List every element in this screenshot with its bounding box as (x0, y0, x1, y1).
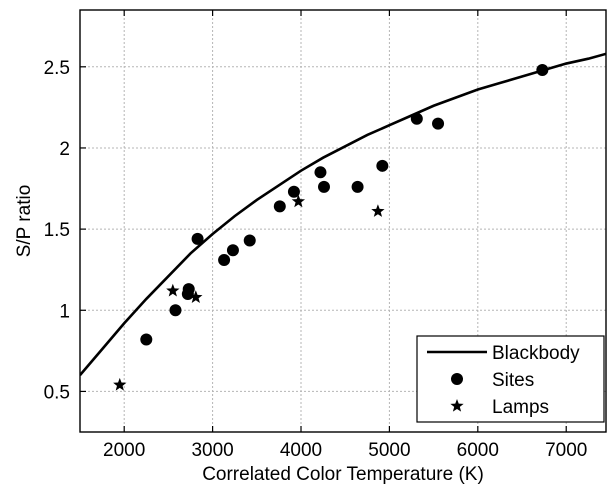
sites-marker (273, 200, 286, 213)
legend-box (416, 335, 605, 423)
legend-star-swatch (450, 399, 464, 412)
sites-marker (317, 180, 330, 193)
y-axis-label: S/P ratio (14, 185, 35, 258)
sites-marker (191, 232, 204, 245)
y-tick-label: 1 (59, 301, 70, 322)
x-tick-label: 2000 (103, 440, 145, 461)
plot-frame (79, 9, 607, 433)
blackbody-curve (80, 52, 606, 377)
y-tick-label: 0.5 (44, 382, 70, 403)
sites-marker (243, 234, 256, 247)
plot-series (80, 52, 606, 391)
y-tick-label: 2.5 (44, 58, 70, 79)
sites-marker (536, 64, 549, 77)
x-tick-label: 4000 (280, 440, 322, 461)
sites-marker (351, 180, 364, 193)
lamps-marker (371, 204, 385, 217)
legend-label: Lamps (492, 397, 549, 418)
lamps-marker (166, 283, 180, 297)
axis-ticks: 2000 3000 4000 5000 6000 7000 0.5 1 1.5 2 2.5 (44, 10, 587, 461)
sites-marker (169, 304, 182, 317)
sites-marker (218, 253, 231, 266)
lamps-marker (291, 194, 306, 208)
legend: Blackbody Sites Lamps (416, 335, 605, 423)
x-tick-label: 3000 (191, 440, 233, 461)
sites-marker (182, 283, 195, 296)
lamps-marker (113, 377, 127, 391)
sites-marker (432, 117, 445, 130)
x-tick-label: 6000 (457, 440, 499, 461)
lamps-marker (189, 290, 203, 303)
sites-marker (410, 112, 423, 125)
legend-label: Sites (492, 370, 534, 391)
x-tick-label: 7000 (545, 440, 587, 461)
sites-marker (287, 185, 300, 198)
x-tick-label: 5000 (368, 440, 410, 461)
y-tick-label: 2 (59, 139, 70, 160)
legend-circle-swatch (451, 373, 463, 385)
legend-label: Blackbody (492, 343, 580, 364)
sites-marker (140, 333, 153, 346)
sites-marker (226, 244, 239, 257)
x-axis-label: Correlated Color Temperature (K) (202, 464, 484, 485)
sites-marker (314, 166, 327, 179)
y-tick-label: 1.5 (44, 220, 70, 241)
sites-marker (376, 159, 389, 172)
